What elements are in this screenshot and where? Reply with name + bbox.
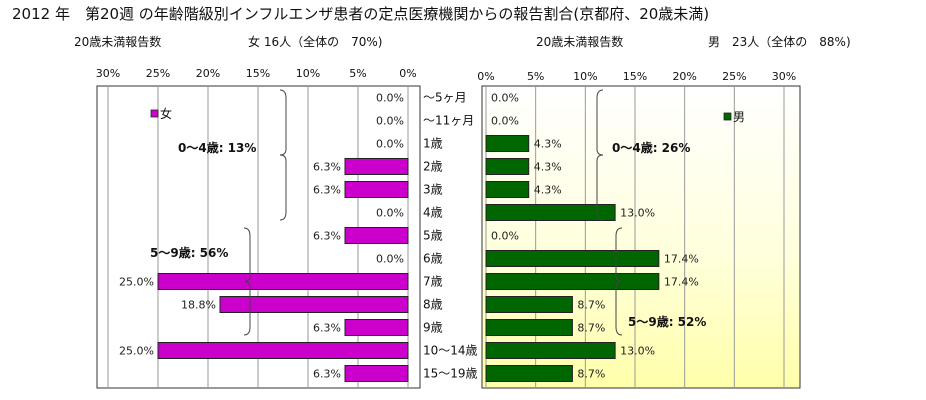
male-data-label: 17.4% [664,253,699,266]
category-label: 5歳 [423,229,443,243]
female-5-9-annotation: 5～9歳: 56% [150,245,228,260]
female-bar [344,181,409,198]
female-tick-label: 15% [246,67,270,80]
female-tick-label: 0% [399,67,416,80]
female-bar [344,158,409,175]
female-data-label: 18.8% [181,299,216,312]
male-legend-swatch [723,112,732,121]
category-label: 7歳 [423,275,443,289]
female-0-4-brace [279,89,287,221]
female-tick-label: 25% [146,67,170,80]
male-legend-label: 男 [733,110,745,124]
female-data-label: 6.3% [313,184,341,197]
female-data-label: 6.3% [313,368,341,381]
male-data-label: 0.0% [491,115,519,128]
female-tick-label: 20% [196,67,220,80]
male-bar [485,204,616,221]
category-label: 2歳 [423,160,443,174]
male-bar [485,158,530,175]
male-tick-label: 10% [573,70,597,83]
male-data-label: 4.3% [534,138,562,151]
male-data-label: 8.7% [577,299,605,312]
category-label: ～11ヶ月 [423,114,474,128]
male-data-label: 4.3% [534,161,562,174]
category-label: 3歳 [423,183,443,197]
female-0-4-annotation: 0～4歳: 13% [178,140,256,155]
male-data-label: 8.7% [577,368,605,381]
male-data-label: 0.0% [491,92,519,105]
female-bar [344,365,409,382]
male-bar [485,181,530,198]
male-5-9-brace [615,227,623,336]
female-data-label: 0.0% [376,138,404,151]
female-data-label: 0.0% [376,207,404,220]
male-bar [485,342,616,359]
category-label: 4歳 [423,206,443,220]
female-tick-label: 5% [349,67,366,80]
female-count-label: 20歳未満報告数 [74,35,162,49]
male-data-label: 17.4% [664,276,699,289]
female-data-label: 6.3% [313,322,341,335]
female-legend-label: 女 [160,106,172,121]
category-label: ～5ヶ月 [423,91,467,105]
male-data-label: 13.0% [620,207,655,220]
male-5-9-annotation: 5～9歳: 52% [628,314,706,329]
female-count-summary: 女 16人（全体の 70%) [248,35,383,49]
female-5-9-brace [243,227,251,336]
male-bar [485,296,573,313]
male-data-label: 13.0% [620,345,655,358]
female-data-label: 0.0% [376,253,404,266]
female-legend-swatch [150,109,159,118]
category-label: 1歳 [423,137,443,151]
female-data-label: 0.0% [376,115,404,128]
male-tick-label: 25% [722,70,746,83]
category-label: 8歳 [423,298,443,312]
male-tick-label: 0% [477,70,494,83]
male-bar [485,319,573,336]
male-tick-label: 20% [672,70,696,83]
category-label: 15～19歳 [423,367,478,381]
male-count-summary: 男 23人（全体の 88%) [708,35,851,49]
male-bar [485,135,530,152]
female-bar [219,296,409,313]
male-plot-area [481,85,801,389]
male-count-label: 20歳未満報告数 [536,35,624,49]
male-0-4-brace [596,89,604,221]
male-tick-label: 15% [623,70,647,83]
category-label: 6歳 [423,252,443,266]
male-tick-label: 5% [527,70,544,83]
female-bar [157,273,409,290]
male-data-label: 4.3% [534,184,562,197]
male-bar [485,250,660,267]
male-bar [485,365,573,382]
female-data-label: 25.0% [119,345,154,358]
female-tick-label: 10% [296,67,320,80]
male-data-label: 0.0% [491,230,519,243]
female-bar [344,227,409,244]
female-data-label: 25.0% [119,276,154,289]
female-data-label: 6.3% [313,230,341,243]
female-data-label: 6.3% [313,161,341,174]
chart-title: 2012 年 第20週 の年齢階級別インフルエンザ患者の定点医療機関からの報告割… [12,5,710,23]
female-data-label: 0.0% [376,92,404,105]
category-label: 10～14歳 [423,344,478,358]
female-tick-label: 30% [96,67,120,80]
category-label: 9歳 [423,321,443,335]
female-bar [344,319,409,336]
female-bar [157,342,409,359]
male-data-label: 8.7% [577,322,605,335]
male-bar [485,273,660,290]
male-0-4-annotation: 0～4歳: 26% [612,140,690,155]
male-tick-label: 30% [772,70,796,83]
